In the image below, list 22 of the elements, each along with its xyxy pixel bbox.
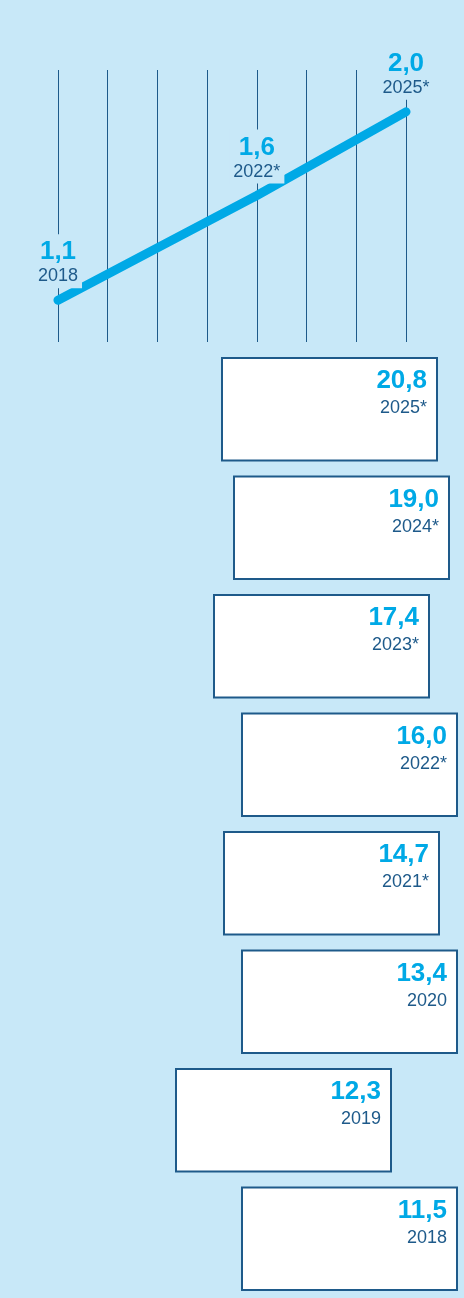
category-label: 2021*: [381, 871, 429, 891]
annotation: 2018: [37, 265, 79, 286]
text: 13,4: [396, 956, 447, 987]
text: 19,0: [388, 482, 439, 513]
annotation: 2025*: [382, 76, 430, 97]
text: 17,4: [368, 601, 419, 631]
text: 14,7: [378, 838, 429, 868]
category-label: 2024*: [391, 515, 439, 536]
data-label: 2,0: [387, 46, 425, 77]
category-label: 2022*: [399, 752, 447, 773]
category-label: 2025*: [379, 397, 427, 417]
annotation: 2022*: [233, 160, 281, 181]
category-label: 2023*: [371, 634, 419, 654]
category-label: 2019: [340, 1108, 381, 1128]
data-label: 1,1: [39, 235, 77, 266]
text: 20,8: [376, 364, 427, 394]
text: 11,5: [397, 1193, 447, 1224]
data-label: 1,6: [238, 130, 275, 161]
text: 12,3: [330, 1075, 381, 1105]
category-label: 2018: [406, 1226, 447, 1247]
text: 16,0: [396, 719, 447, 750]
category-label: 2020: [406, 989, 447, 1010]
